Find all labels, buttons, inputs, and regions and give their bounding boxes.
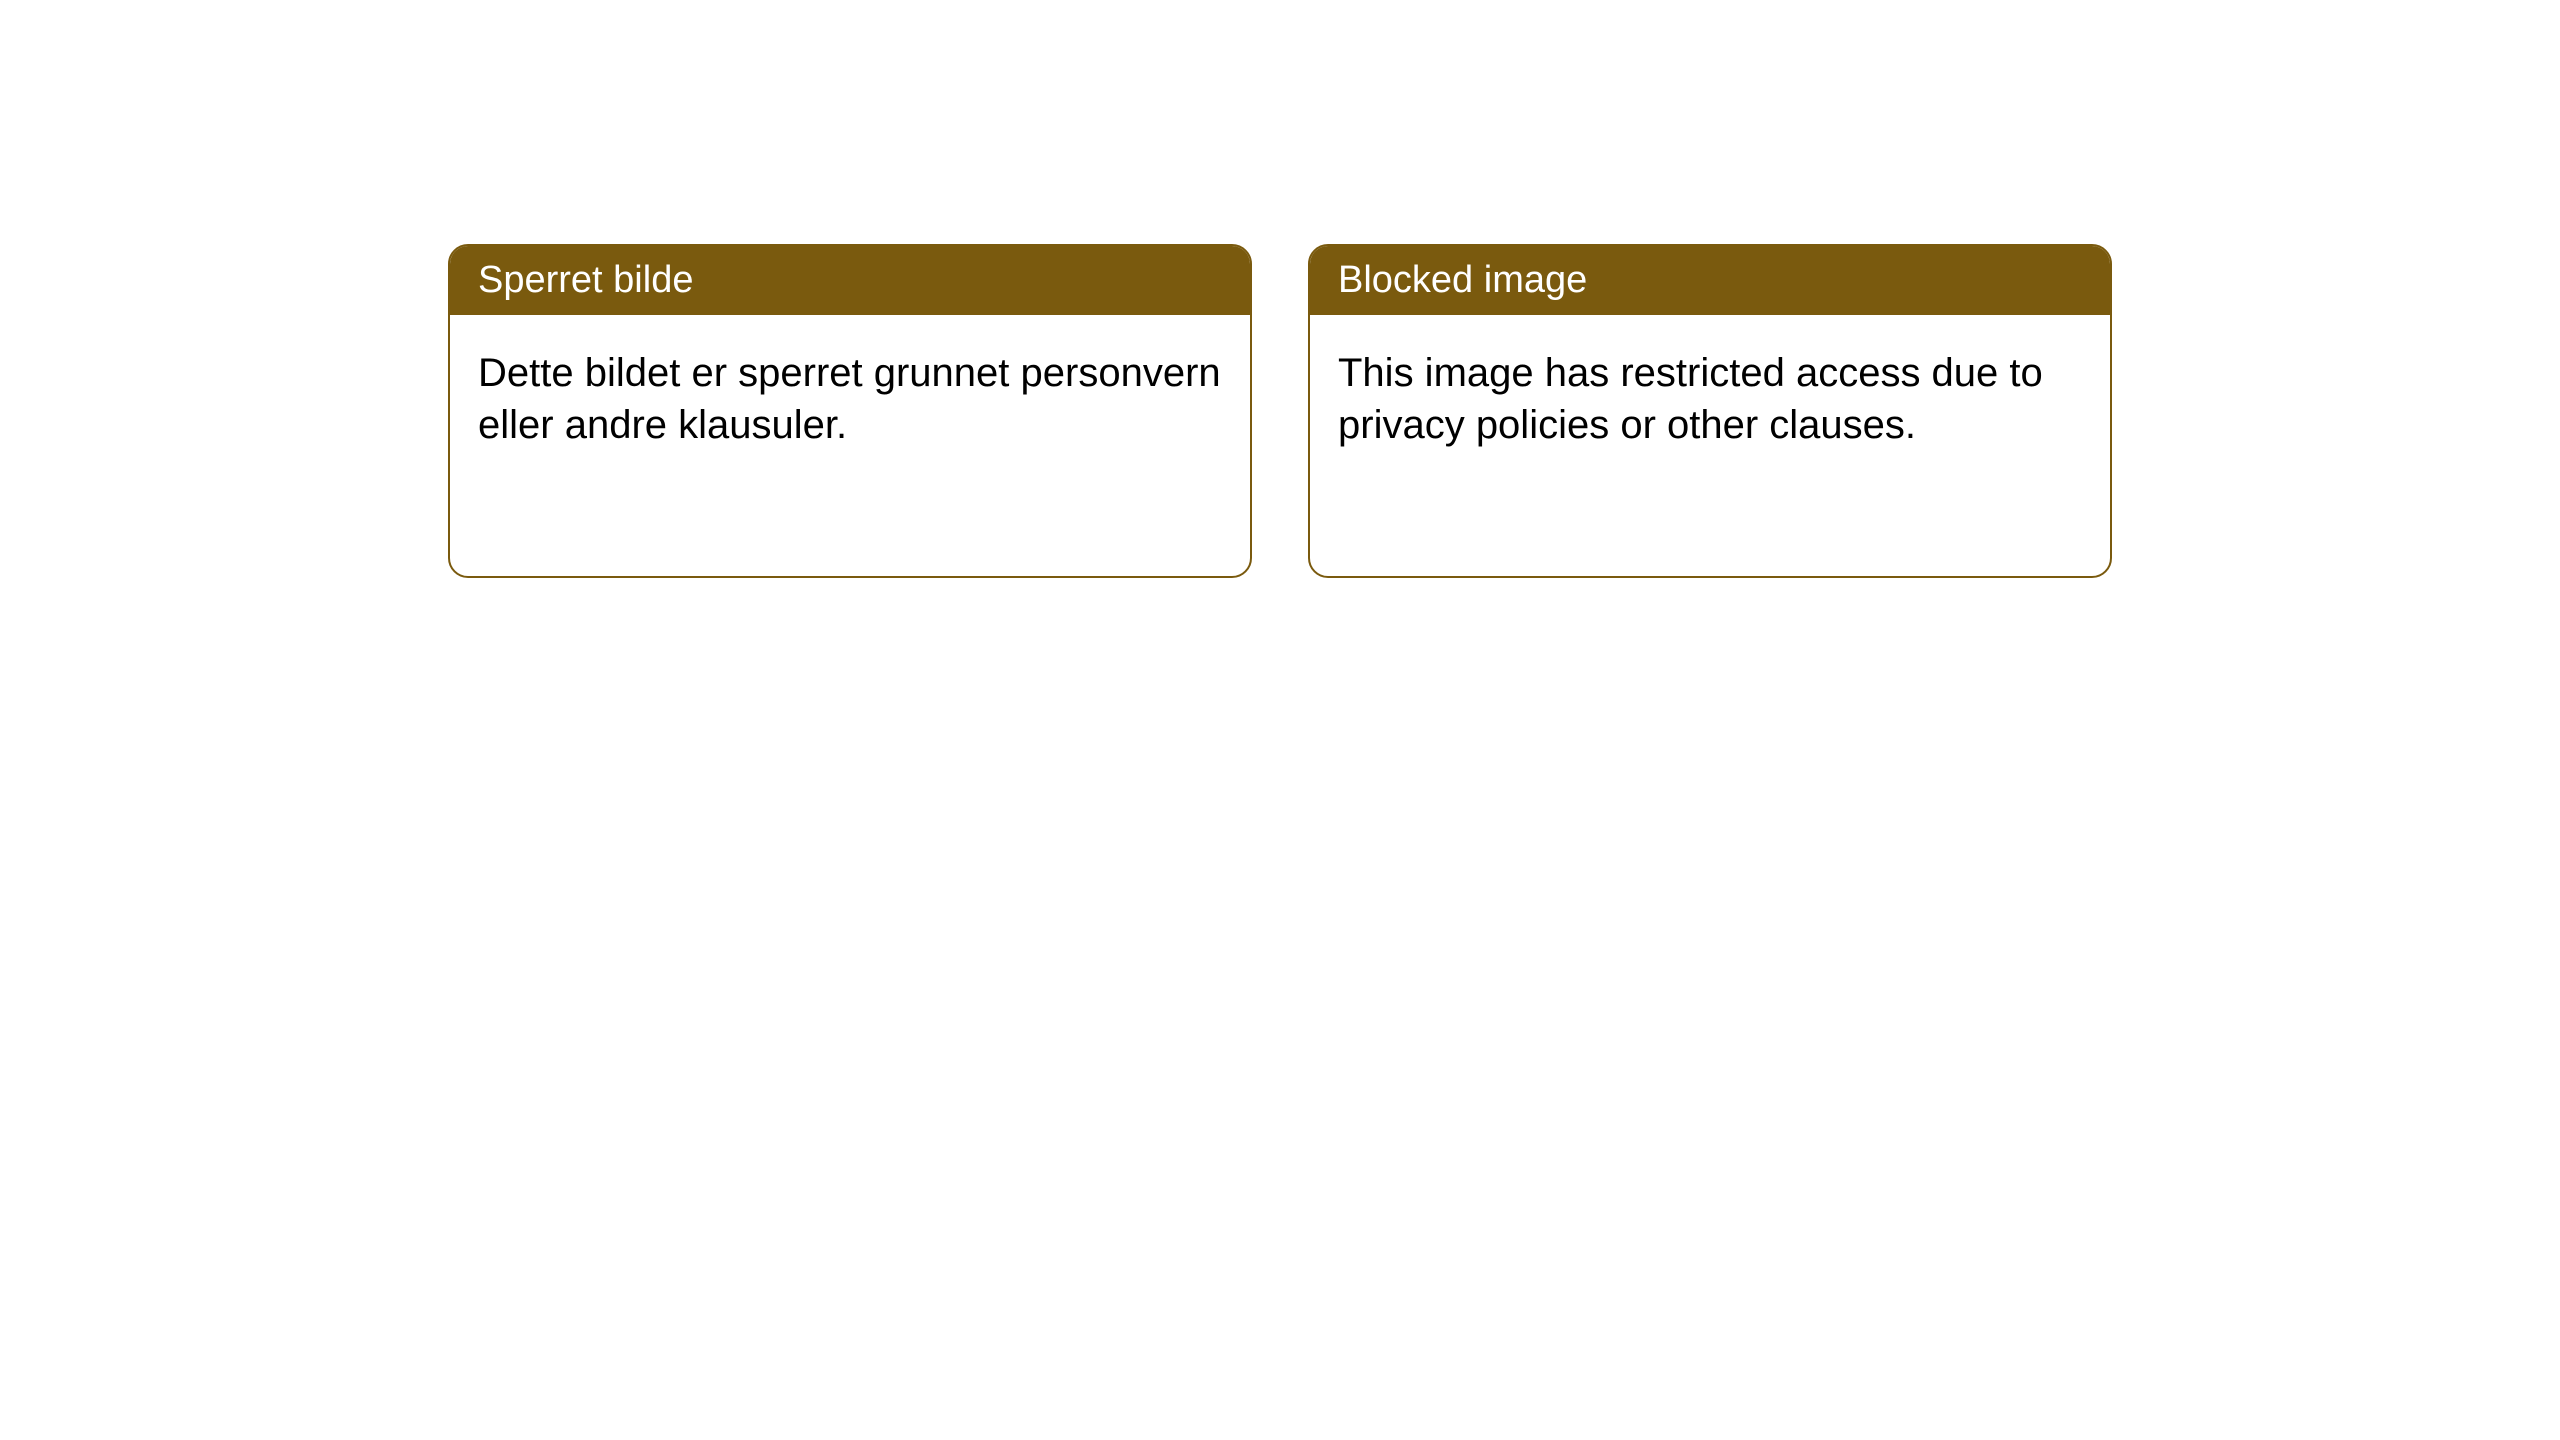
- card-body-text: This image has restricted access due to …: [1338, 351, 2043, 447]
- card-body: This image has restricted access due to …: [1310, 315, 2110, 483]
- blocked-image-card-no: Sperret bilde Dette bildet er sperret gr…: [448, 244, 1252, 578]
- card-header: Blocked image: [1310, 246, 2110, 315]
- blocked-image-card-en: Blocked image This image has restricted …: [1308, 244, 2112, 578]
- card-body-text: Dette bildet er sperret grunnet personve…: [478, 351, 1221, 447]
- card-title: Blocked image: [1338, 259, 1587, 301]
- card-title: Sperret bilde: [478, 259, 693, 301]
- card-body: Dette bildet er sperret grunnet personve…: [450, 315, 1250, 483]
- notice-container: Sperret bilde Dette bildet er sperret gr…: [0, 0, 2560, 578]
- card-header: Sperret bilde: [450, 246, 1250, 315]
